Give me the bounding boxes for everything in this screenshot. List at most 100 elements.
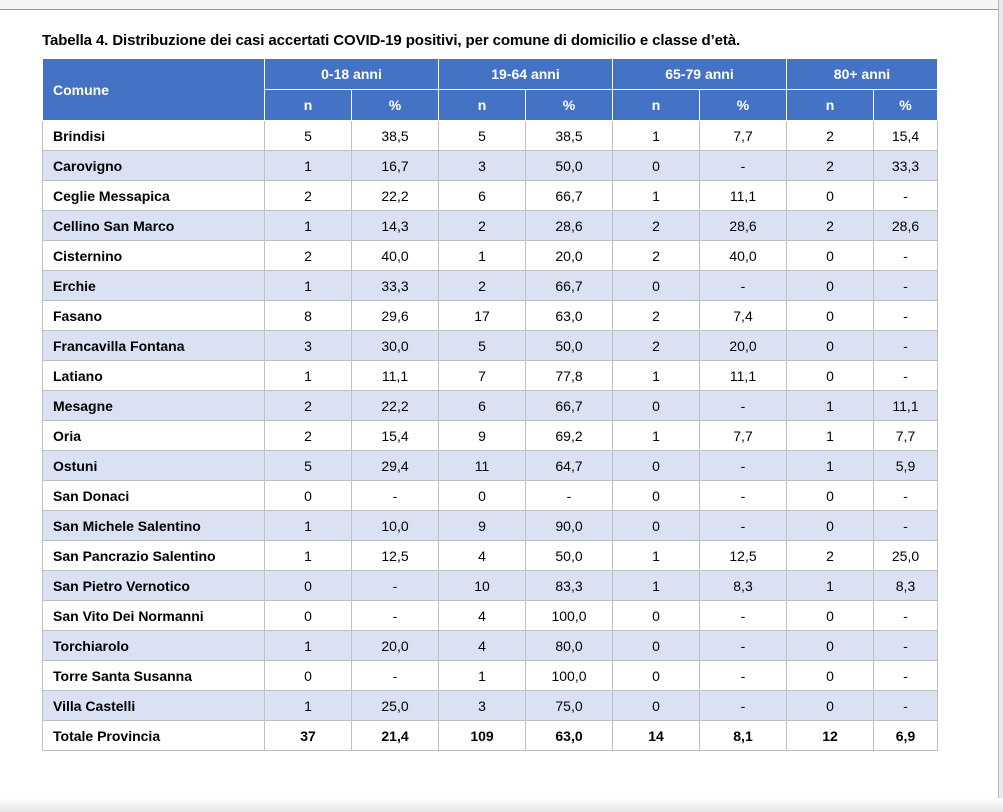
table-row: Oria 2 15,4 9 69,2 1 7,7 1 7,7 (42, 420, 938, 451)
header-group-19-64: 19-64 anni (438, 58, 613, 90)
cell-percent: 28,6 (873, 210, 938, 241)
cell-count: 1 (264, 630, 352, 661)
comune-name: Ostuni (42, 450, 265, 481)
cell-count: 0 (786, 630, 874, 661)
cell-percent: 12,5 (351, 540, 439, 571)
cell-count: 1 (438, 660, 526, 691)
cell-count: 2 (264, 180, 352, 211)
cell-count: 0 (786, 360, 874, 391)
header-comune: Comune (42, 58, 265, 121)
cell-count: 17 (438, 300, 526, 331)
cell-percent: 40,0 (351, 240, 439, 271)
cell-percent: 7,7 (873, 420, 938, 451)
cell-percent: - (873, 630, 938, 661)
cell-percent: 11,1 (699, 360, 787, 391)
comune-name: San Vito Dei Normanni (42, 600, 265, 631)
cell-count: 1 (786, 570, 874, 601)
cell-count: 5 (264, 450, 352, 481)
cell-percent: - (699, 510, 787, 541)
cell-count: 2 (612, 240, 700, 271)
table-row: Cellino San Marco 1 14,3 2 28,6 2 28,6 2 28,6 (42, 210, 938, 241)
window-right-border (998, 0, 1003, 812)
cell-percent: 77,8 (525, 360, 613, 391)
cell-count: 37 (264, 720, 352, 751)
cell-count: 3 (438, 690, 526, 721)
cell-percent: 80,0 (525, 630, 613, 661)
cell-count: 0 (612, 690, 700, 721)
cell-count: 0 (786, 660, 874, 691)
cell-percent: 29,4 (351, 450, 439, 481)
cell-count: 0 (612, 150, 700, 181)
cell-count: 1 (612, 180, 700, 211)
cell-count: 0 (786, 510, 874, 541)
cell-count: 9 (438, 420, 526, 451)
cell-count: 0 (612, 630, 700, 661)
cell-percent: 25,0 (873, 540, 938, 571)
cell-count: 0 (786, 600, 874, 631)
cell-percent: 21,4 (351, 720, 439, 751)
cell-percent: - (873, 510, 938, 541)
cell-count: 1 (264, 150, 352, 181)
cell-percent: 100,0 (525, 660, 613, 691)
comune-name: Torchiarolo (42, 630, 265, 661)
cell-count: 11 (438, 450, 526, 481)
cell-percent: 50,0 (525, 540, 613, 571)
table-row: Erchie 1 33,3 2 66,7 0-0- (42, 270, 938, 301)
cell-count: 1 (264, 690, 352, 721)
cell-percent: - (699, 150, 787, 181)
cell-percent: 15,4 (351, 420, 439, 451)
header-group-80plus: 80+ anni (786, 58, 938, 90)
cell-percent: - (873, 660, 938, 691)
comune-name: Carovigno (42, 150, 265, 181)
cell-count: 2 (612, 330, 700, 361)
cell-count: 10 (438, 570, 526, 601)
cell-count: 4 (438, 540, 526, 571)
cell-percent: 33,3 (873, 150, 938, 181)
cell-percent: - (699, 390, 787, 421)
cell-count: 14 (612, 720, 700, 751)
cell-count: 7 (438, 360, 526, 391)
cell-percent: 100,0 (525, 600, 613, 631)
cell-count: 0 (264, 600, 352, 631)
comune-name: Oria (42, 420, 265, 451)
table-row: San Donaci 0-0-0-0- (42, 480, 938, 511)
cell-percent: 40,0 (699, 240, 787, 271)
table-row: Ceglie Messapica 2 22,2 6 66,7 1 11,1 0- (42, 180, 938, 211)
cell-count: 1 (612, 120, 700, 151)
comune-name: Fasano (42, 300, 265, 331)
cell-count: 2 (264, 240, 352, 271)
cell-count: 2 (612, 300, 700, 331)
cell-percent: - (873, 240, 938, 271)
table-row: Cisternino 2 40,0 1 20,0 2 40,0 0- (42, 240, 938, 271)
comune-name: San Michele Salentino (42, 510, 265, 541)
cell-count: 0 (612, 480, 700, 511)
cell-count: 0 (612, 450, 700, 481)
cell-count: 4 (438, 630, 526, 661)
cell-percent: 90,0 (525, 510, 613, 541)
cell-percent: 63,0 (525, 720, 613, 751)
cell-count: 0 (264, 570, 352, 601)
cell-count: 4 (438, 600, 526, 631)
cell-percent: - (525, 480, 613, 511)
comune-name: San Donaci (42, 480, 265, 511)
cell-count: 2 (786, 540, 874, 571)
cell-count: 3 (438, 150, 526, 181)
cell-count: 0 (786, 300, 874, 331)
cell-percent: - (699, 600, 787, 631)
comune-name: Erchie (42, 270, 265, 301)
cell-count: 1 (438, 240, 526, 271)
cell-percent: 5,9 (873, 450, 938, 481)
cell-percent: 12,5 (699, 540, 787, 571)
cell-percent: 11,1 (351, 360, 439, 391)
comune-name: San Pietro Vernotico (42, 570, 265, 601)
comune-name: Latiano (42, 360, 265, 391)
window-top-border (0, 0, 1003, 10)
cell-percent: - (351, 480, 439, 511)
cell-count: 0 (612, 660, 700, 691)
cell-percent: - (873, 360, 938, 391)
cell-count: 0 (786, 270, 874, 301)
cell-count: 2 (786, 120, 874, 151)
cell-percent: - (873, 300, 938, 331)
cell-count: 0 (786, 480, 874, 511)
cell-percent: - (699, 660, 787, 691)
